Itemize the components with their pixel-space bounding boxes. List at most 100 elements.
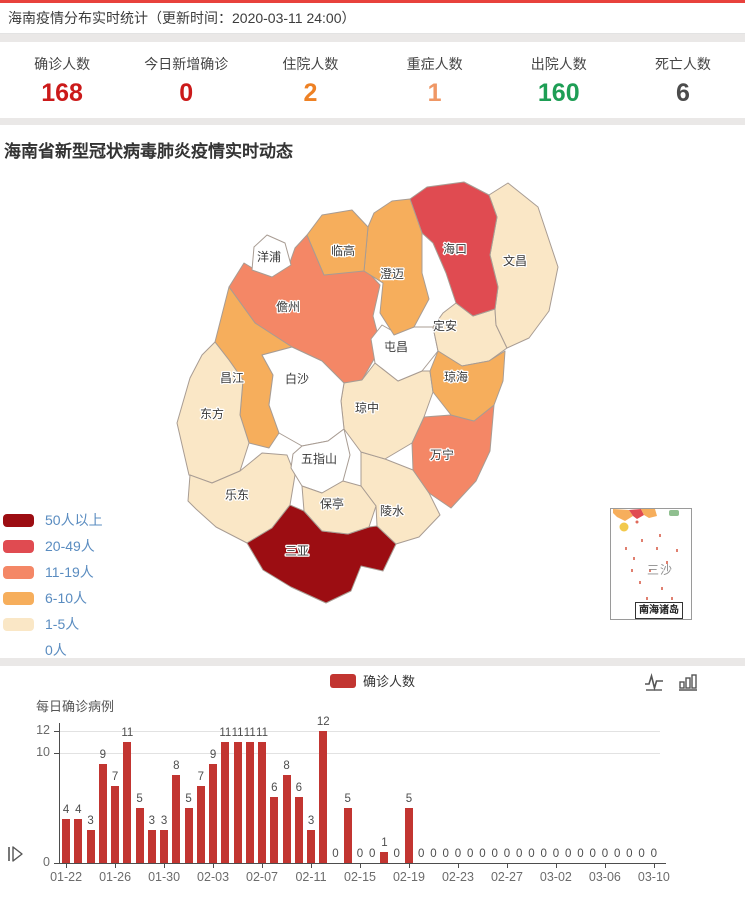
- bar[interactable]: [380, 852, 389, 863]
- stat-label: 出院人数: [530, 56, 587, 72]
- map-region-lingao[interactable]: [306, 209, 369, 276]
- x-tick-label: 01-30: [148, 870, 181, 884]
- inset-region-label: 三沙: [647, 563, 674, 577]
- y-gridline: [60, 753, 660, 754]
- map-region-label: 定安: [433, 318, 457, 333]
- map-region-label: 澄迈: [380, 266, 404, 281]
- map-region-label: 乐东: [225, 488, 249, 502]
- y-gridline: [60, 731, 660, 732]
- map-legend-label: 0人: [45, 642, 67, 658]
- map-region-baoting[interactable]: [301, 480, 377, 535]
- bar[interactable]: [123, 742, 132, 863]
- map-region-label: 文昌: [503, 253, 527, 268]
- map-region-label: 五指山: [301, 451, 337, 466]
- bar-value-label: 9: [99, 749, 107, 761]
- bar[interactable]: [258, 742, 267, 863]
- daily-chart-section: 确诊人数 每日确诊病例 0 10 12 4 01-22 4 3 9 7 01-26 11 5 3 3 01-…: [0, 666, 745, 901]
- bar-value-label: 0: [356, 848, 364, 860]
- bar-value-label: 11: [219, 727, 232, 739]
- stat-label: 确诊人数: [34, 56, 91, 72]
- line-chart-icon[interactable]: [643, 672, 665, 697]
- bar-value-label: 0: [515, 848, 523, 860]
- bar-value-label: 0: [467, 848, 474, 860]
- bar[interactable]: [184, 808, 193, 863]
- bar-chart-icon[interactable]: [677, 672, 699, 697]
- bar[interactable]: [221, 742, 230, 863]
- map-legend-item[interactable]: 0人: [3, 637, 103, 658]
- bar-value-label: 0: [589, 848, 596, 860]
- y-tick-label: 10: [36, 745, 50, 759]
- bar-value-label: 0: [601, 848, 609, 860]
- map-region-chengmai[interactable]: [363, 198, 430, 336]
- x-tickmark: [555, 864, 557, 868]
- map-legend-item[interactable]: 20-49人: [3, 533, 103, 559]
- bar[interactable]: [404, 808, 413, 863]
- bar[interactable]: [111, 786, 120, 863]
- chart-legend-swatch: [329, 673, 356, 688]
- map-region-haikou[interactable]: [409, 181, 499, 317]
- bar[interactable]: [294, 797, 303, 863]
- bar[interactable]: [343, 808, 352, 863]
- x-tickmark: [457, 864, 459, 868]
- bar[interactable]: [62, 819, 71, 863]
- map-legend-item[interactable]: 1-5人: [3, 611, 103, 637]
- x-tick-label: 02-27: [490, 870, 523, 884]
- chart-legend-item[interactable]: 确诊人数: [0, 671, 745, 690]
- map-region-label: 儋州: [276, 300, 300, 314]
- bar[interactable]: [196, 786, 205, 863]
- bar[interactable]: [86, 830, 95, 863]
- bar[interactable]: [172, 775, 181, 863]
- bar-value-label: 9: [209, 749, 217, 761]
- bar[interactable]: [74, 819, 83, 863]
- map-legend-item[interactable]: 50人以上: [3, 507, 103, 533]
- y-tick-label: 12: [36, 723, 50, 737]
- stat-label: 死亡人数: [654, 56, 711, 72]
- map-legend-item[interactable]: 6-10人: [3, 585, 103, 611]
- chart-toolbox: [643, 672, 699, 697]
- map-region-yangpu[interactable]: [251, 234, 292, 278]
- south-sea-inset: 三沙 南海诸岛: [610, 508, 692, 620]
- map-region-qionghai[interactable]: [429, 350, 506, 422]
- bar-value-label: 5: [405, 793, 413, 805]
- x-tickmark: [213, 864, 215, 868]
- stat-value: 2: [303, 79, 318, 107]
- bar[interactable]: [282, 775, 291, 863]
- bar-value-label: 8: [173, 760, 180, 772]
- map-region-label: 屯昌: [384, 340, 408, 354]
- bar-value-label: 6: [271, 782, 278, 794]
- bar[interactable]: [147, 830, 156, 863]
- bar[interactable]: [233, 742, 242, 863]
- bar[interactable]: [245, 742, 254, 863]
- bar-value-label: 0: [454, 848, 462, 860]
- bar[interactable]: [98, 764, 107, 863]
- x-tickmark: [115, 864, 117, 868]
- bar[interactable]: [160, 830, 169, 863]
- x-tick-label: 02-19: [392, 870, 425, 884]
- stat-value: 6: [675, 79, 690, 107]
- play-icon[interactable]: [6, 845, 24, 868]
- map-region-label: 保亭: [320, 496, 344, 511]
- map-region-label: 陵水: [380, 504, 404, 518]
- map-region-label: 东方: [200, 406, 224, 421]
- stat-card: 出院人数 160: [497, 54, 621, 106]
- bar[interactable]: [319, 731, 328, 863]
- bar-value-label: 0: [503, 848, 511, 860]
- bar[interactable]: [270, 797, 279, 863]
- bar-value-label: 3: [307, 815, 315, 827]
- bar-value-label: 7: [111, 771, 119, 783]
- bar[interactable]: [209, 764, 218, 863]
- y-tick-label: 0: [43, 855, 50, 869]
- bar-value-label: 0: [552, 848, 560, 860]
- map-legend-item[interactable]: 11-19人: [3, 559, 103, 585]
- bar-value-label: 0: [626, 848, 633, 860]
- bar-value-label: 0: [540, 848, 547, 860]
- bar-value-label: 6: [295, 782, 302, 794]
- map-region-label: 三亚: [285, 544, 309, 558]
- bar[interactable]: [135, 808, 144, 863]
- x-tick-label: 02-23: [441, 870, 474, 884]
- stats-panel: 确诊人数 168 今日新增确诊 0 住院人数 2 重症人数 1 出院人数 160 死亡人数 6: [0, 42, 745, 118]
- stat-value: 160: [537, 79, 580, 107]
- stat-label: 今日新增确诊: [144, 56, 229, 72]
- bar[interactable]: [307, 830, 316, 863]
